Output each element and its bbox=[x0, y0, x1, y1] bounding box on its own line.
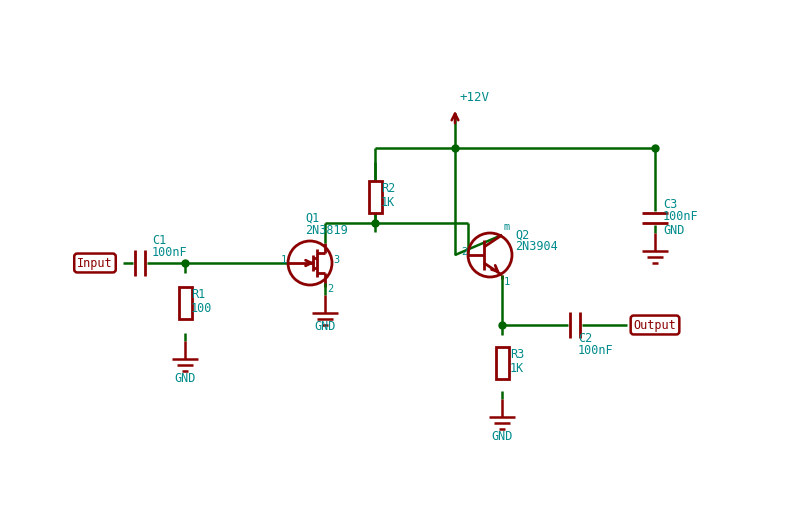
Text: 100nF: 100nF bbox=[152, 247, 188, 259]
Text: Q1: Q1 bbox=[305, 211, 319, 225]
Text: GND: GND bbox=[663, 223, 684, 237]
Text: m: m bbox=[504, 222, 510, 232]
Text: 2N3904: 2N3904 bbox=[515, 240, 557, 253]
Text: +12V: +12V bbox=[460, 91, 490, 104]
Text: R1: R1 bbox=[191, 288, 205, 301]
Text: 100: 100 bbox=[191, 301, 213, 315]
Text: C2: C2 bbox=[578, 333, 592, 346]
Text: GND: GND bbox=[492, 431, 512, 444]
Text: C3: C3 bbox=[663, 198, 677, 210]
Text: Output: Output bbox=[634, 318, 676, 331]
Text: 100nF: 100nF bbox=[578, 345, 614, 357]
Text: 1: 1 bbox=[504, 277, 510, 287]
Text: 2N3819: 2N3819 bbox=[305, 223, 348, 237]
Text: GND: GND bbox=[314, 320, 336, 334]
Text: 2: 2 bbox=[461, 247, 467, 257]
Text: 100nF: 100nF bbox=[663, 210, 699, 222]
Bar bbox=[179, 287, 192, 319]
Text: Q2: Q2 bbox=[515, 229, 529, 241]
Bar bbox=[368, 181, 382, 213]
Text: GND: GND bbox=[174, 373, 196, 385]
Text: 1K: 1K bbox=[381, 196, 395, 209]
Text: C1: C1 bbox=[152, 235, 166, 248]
Text: R2: R2 bbox=[381, 182, 395, 196]
Text: 1: 1 bbox=[281, 255, 287, 265]
Text: 1K: 1K bbox=[510, 362, 525, 375]
Bar bbox=[496, 347, 508, 379]
Text: 2: 2 bbox=[327, 284, 334, 294]
Text: R3: R3 bbox=[510, 348, 525, 362]
Text: Input: Input bbox=[77, 257, 113, 269]
Text: 3: 3 bbox=[333, 255, 339, 265]
